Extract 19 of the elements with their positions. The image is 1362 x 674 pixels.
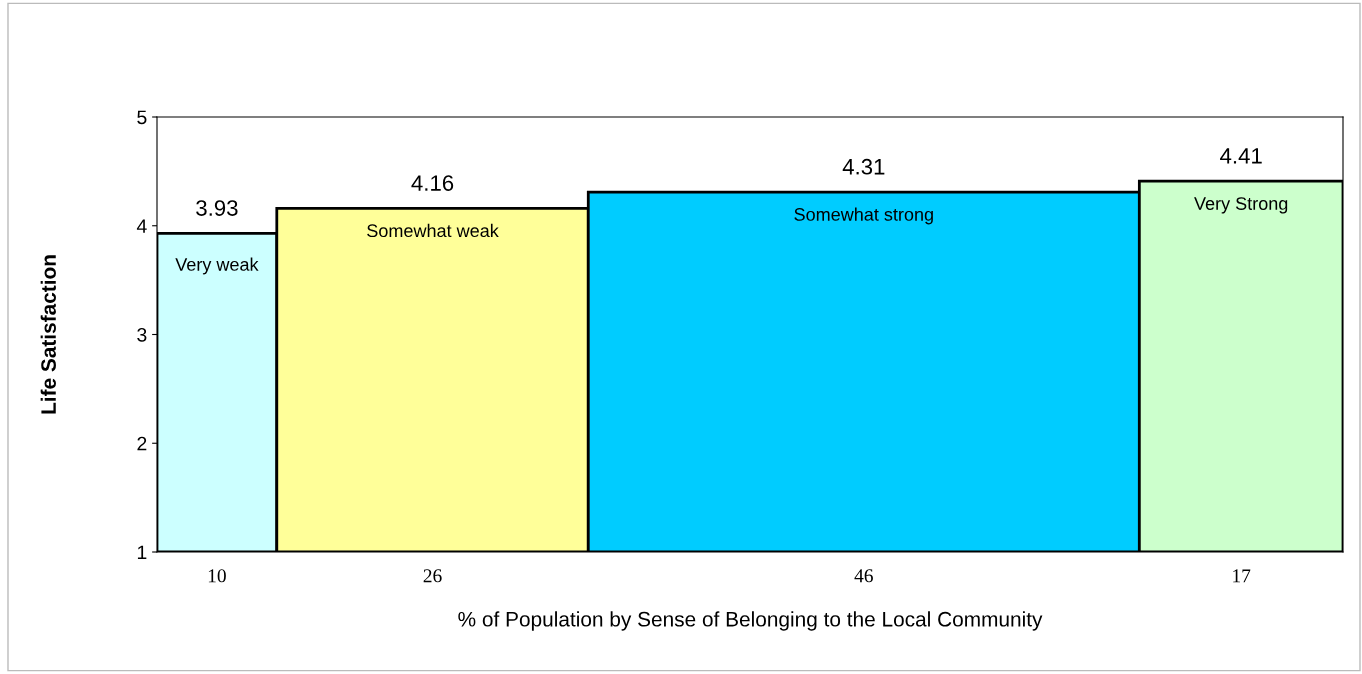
data-label: 4.41: [1220, 148, 1262, 164]
y-axis-title: Life Satisfaction: [40, 255, 56, 414]
annotation: Somewhat strong: [794, 207, 933, 225]
data-label: 4.16: [411, 175, 454, 191]
y-tick-label: 2: [137, 436, 147, 451]
y-tick-label: 3: [137, 327, 147, 342]
y-tick-label: 4: [136, 219, 147, 233]
annotation: Very Strong: [1194, 197, 1288, 214]
y-tick-label: 5: [137, 110, 147, 125]
x-tick-label: 26: [423, 569, 442, 583]
data-label: 4.31: [842, 158, 885, 175]
x-axis-title: % of Population by Sense of Belonging to the Local Community: [458, 611, 1043, 631]
annotation: Somewhat weak: [367, 223, 499, 238]
data-label: 3.93: [196, 200, 238, 216]
annotation: Very weak: [175, 257, 259, 275]
x-tick-label: 46: [854, 569, 873, 583]
y-tick-label: 1: [137, 545, 147, 560]
x-tick-label: 17: [1233, 569, 1251, 583]
x-tick-label: 10: [208, 569, 226, 583]
